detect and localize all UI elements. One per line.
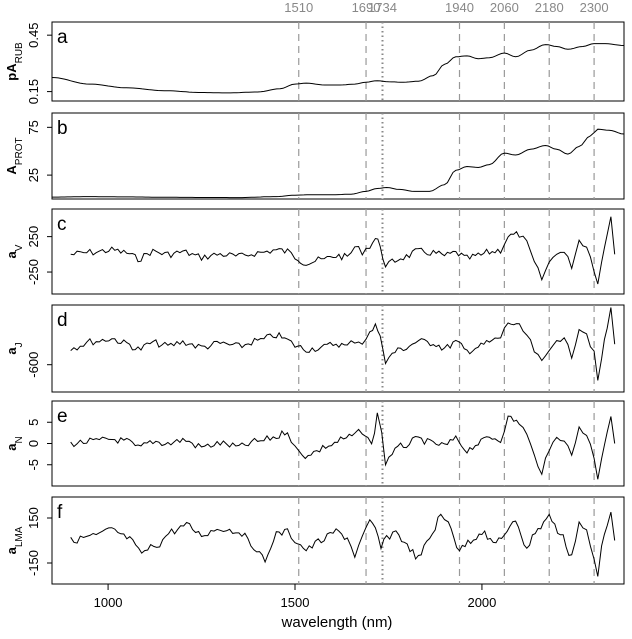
y-axis-title-subscript: PROT	[14, 137, 25, 165]
y-tick-label: 75	[26, 120, 41, 134]
y-tick-label: 0.15	[26, 79, 41, 104]
y-axis-title-subscript: N	[14, 436, 25, 443]
y-axis-title-main: a	[4, 546, 19, 554]
panel-frame	[51, 496, 625, 585]
series-line-b	[52, 128, 625, 199]
y-axis-title: aJ	[4, 342, 25, 354]
y-axis-title: aLMA	[4, 526, 25, 554]
y-axis-title-main: a	[4, 250, 19, 258]
y-axis-title: APROT	[4, 137, 25, 174]
y-tick-label: 0.45	[26, 23, 41, 48]
panel-frame	[51, 208, 625, 295]
reference-label-2180: 2180	[535, 0, 564, 15]
panel-letter: e	[57, 406, 68, 427]
y-tick-label: -250	[26, 259, 41, 285]
x-axis: 1000 1500 2000	[94, 584, 496, 610]
series-line-d	[70, 307, 616, 381]
reference-label-1510: 1510	[284, 0, 313, 15]
panel-c: -250 250 c aV	[4, 208, 625, 295]
y-axis-title-main: a	[4, 443, 19, 451]
series-line-e	[70, 412, 616, 480]
panel-letter: b	[57, 118, 68, 139]
x-tick-label: 1500	[281, 595, 310, 610]
panel-letter: a	[57, 27, 68, 48]
y-axis-title-main: a	[4, 347, 19, 355]
y-tick-label: -600	[26, 352, 41, 378]
y-tick-label: -150	[26, 550, 41, 576]
x-tick-label: 1000	[94, 595, 123, 610]
y-tick-label: 250	[26, 226, 41, 248]
series-line-a	[51, 43, 625, 94]
panel-frame	[51, 304, 625, 393]
y-axis-title-subscript: LMA	[14, 526, 25, 547]
y-axis-title: aN	[4, 436, 25, 450]
y-axis-title: aV	[4, 244, 25, 258]
panel-e: -5 0 5 e aN	[4, 400, 625, 487]
y-axis-title-subscript: J	[14, 342, 25, 347]
y-tick-label: 5	[26, 419, 41, 426]
panel-a: 0.15 0.45 a pARUB	[4, 21, 625, 104]
panel-letter: f	[57, 502, 63, 523]
panel-frame	[51, 400, 625, 487]
reference-label-1734: 1734	[368, 0, 397, 15]
panel-d: -600 d aJ	[4, 304, 625, 393]
y-axis-title: pARUB	[4, 42, 25, 81]
panel-letter: c	[57, 214, 67, 235]
y-axis-title-main: pA	[4, 63, 19, 81]
panel-letter: d	[57, 310, 68, 331]
x-axis-title: wavelength (nm)	[281, 614, 393, 631]
reference-label-2060: 2060	[490, 0, 519, 15]
reference-label-2300: 2300	[580, 0, 609, 15]
panel-f: -150 150 f aLMA	[4, 496, 625, 585]
y-tick-label: -5	[26, 459, 41, 471]
y-tick-label: 0	[26, 440, 41, 447]
y-tick-label: 150	[26, 507, 41, 529]
reference-label-1690: 1690	[352, 0, 381, 15]
panel-b: 25 75 b APROT	[4, 112, 625, 200]
y-axis-title-subscript: RUB	[14, 42, 25, 63]
panel-frame	[51, 21, 625, 102]
y-axis-title-main: A	[4, 165, 19, 175]
x-tick-label: 2000	[467, 595, 496, 610]
panel-frame	[51, 112, 625, 200]
reference-label-1940: 1940	[445, 0, 474, 15]
series-line-f	[70, 511, 616, 577]
series-line-c	[70, 216, 616, 285]
y-axis-title-subscript: V	[14, 244, 25, 251]
y-tick-label: 25	[26, 168, 41, 182]
